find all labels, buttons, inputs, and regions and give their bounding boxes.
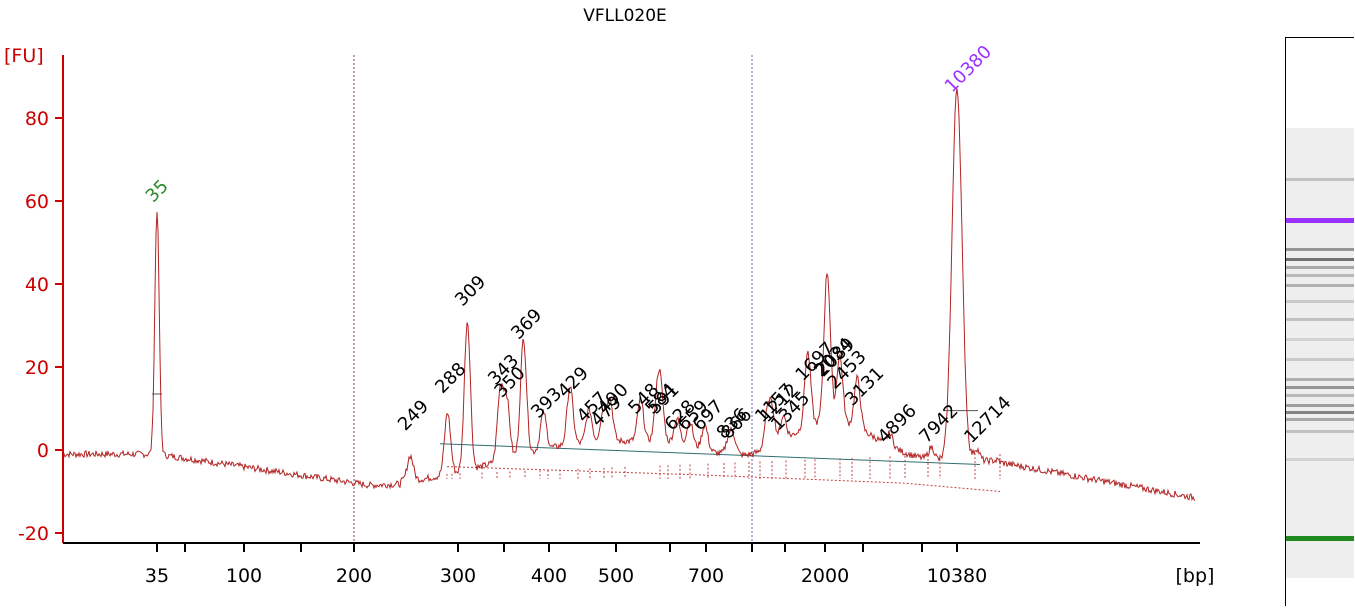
y-axis-label: [FU]	[4, 45, 44, 67]
peak-labels: 3510380249288309343350369393429457479490…	[142, 41, 1016, 447]
trace	[62, 88, 1196, 502]
chart-title: VFLL020E	[583, 6, 667, 26]
y-tick-label: 0	[37, 440, 49, 462]
peak-label-249: 249	[394, 396, 433, 435]
x-axis-label: [bp]	[1176, 565, 1215, 587]
peak-label-369: 369	[507, 305, 546, 344]
gel-band	[1286, 318, 1354, 321]
gel-upper-marker	[1286, 218, 1354, 223]
y-tick-label: 20	[25, 357, 49, 379]
gel-band	[1286, 411, 1354, 414]
region-floor	[446, 466, 1001, 492]
peak-label-4896: 4896	[874, 400, 921, 447]
x-tick-label: 300	[440, 565, 476, 587]
gel-background	[1286, 128, 1354, 578]
x-tick-label: 100	[226, 565, 262, 587]
peak-label-309: 309	[451, 271, 490, 310]
electropherogram-chart: -20 0 20 40 60 80 [FU] 35 100 200 300 400 500 700 2000…	[4, 41, 1214, 587]
gel-band	[1286, 284, 1354, 287]
gel-lower-marker	[1286, 536, 1354, 541]
gel-band	[1286, 338, 1354, 341]
y-tick-label: 40	[25, 274, 49, 296]
gel-band	[1286, 458, 1354, 461]
gel-band	[1286, 248, 1354, 251]
gel-band	[1286, 386, 1354, 389]
guide-lines	[353, 55, 753, 543]
upper-marker-label: 10380	[941, 41, 996, 96]
y-tick-label: -20	[18, 523, 49, 545]
peak-regions	[152, 393, 1001, 492]
gel-band	[1286, 418, 1354, 421]
x-tick-label: 500	[598, 565, 634, 587]
gel-band	[1286, 274, 1354, 277]
y-tick-label: 80	[25, 108, 49, 130]
gel-band	[1286, 394, 1354, 397]
axes: -20 0 20 40 60 80 [FU] 35 100 200 300 400 500 700 2000…	[4, 45, 1214, 587]
lower-marker-label: 35	[142, 176, 173, 207]
x-tick-label: 35	[145, 565, 169, 587]
gel-band	[1286, 378, 1354, 381]
gel-band	[1286, 300, 1354, 303]
x-tick-label: 2000	[801, 565, 849, 587]
gel-lane	[1285, 37, 1354, 606]
gel-image	[1286, 128, 1354, 578]
gel-band	[1286, 430, 1354, 433]
x-tick-label: 200	[336, 565, 372, 587]
x-tick-label: 10380	[927, 565, 987, 587]
gel-band	[1286, 178, 1354, 181]
gel-band	[1286, 358, 1354, 361]
y-tick-label: 60	[25, 191, 49, 213]
x-tick-label: 700	[688, 565, 724, 587]
gel-band	[1286, 404, 1354, 407]
peak-label-7942: 7942	[915, 400, 962, 447]
gel-band	[1286, 258, 1354, 261]
gel-band	[1286, 266, 1354, 269]
trace-line	[62, 88, 1196, 502]
x-tick-label: 400	[531, 565, 567, 587]
peak-label-12714: 12714	[960, 392, 1015, 447]
